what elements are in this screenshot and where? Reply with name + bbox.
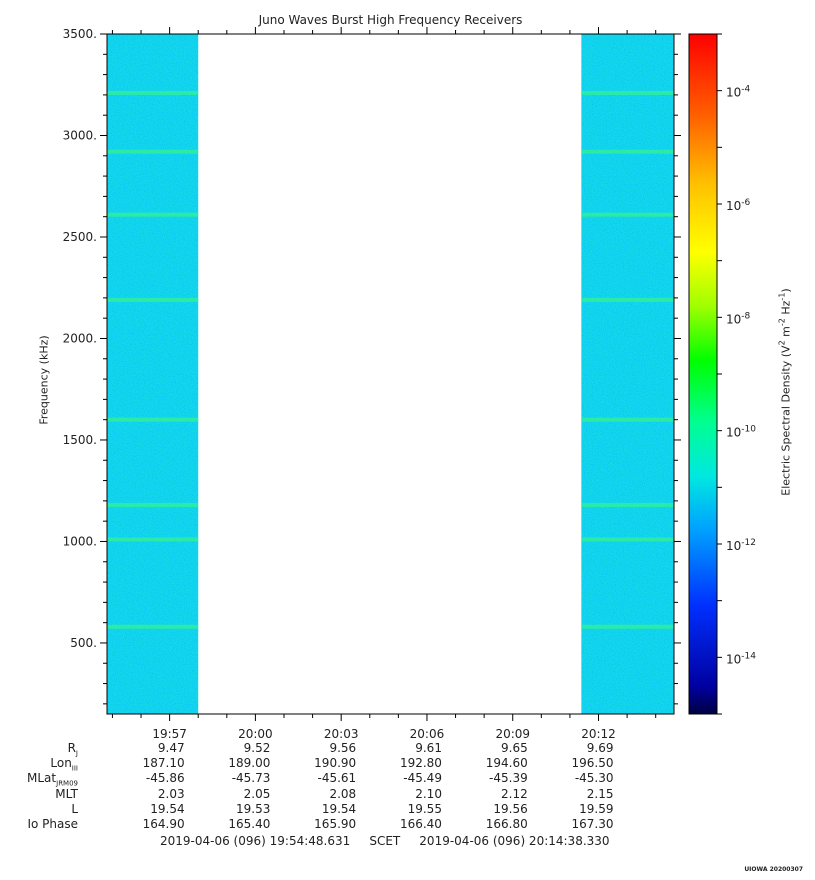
ephemeris-row-label: MLT bbox=[55, 787, 78, 801]
ephemeris-cell: 19.56 bbox=[493, 802, 528, 816]
colorbar-tick-label: 10-12 bbox=[726, 538, 756, 553]
data-block-noise bbox=[581, 34, 674, 714]
emission-line bbox=[581, 297, 674, 302]
ephemeris-cell: 189.00 bbox=[228, 756, 271, 770]
ephemeris-row-label: LonIII bbox=[50, 756, 78, 773]
colorbar-tick-label: 10-10 bbox=[726, 425, 756, 440]
ephemeris-cell: -45.39 bbox=[489, 771, 528, 785]
ephemeris-cell: -45.49 bbox=[403, 771, 442, 785]
emission-line bbox=[581, 502, 674, 507]
emission-line bbox=[107, 149, 199, 154]
ephemeris-cell: 166.40 bbox=[399, 817, 442, 831]
ephemeris-cell: 9.47 bbox=[157, 741, 185, 755]
ephemeris-cell: 2.05 bbox=[243, 787, 271, 801]
colorbar-tick-label: 10-8 bbox=[726, 311, 751, 326]
y-tick-label: 2000. bbox=[63, 331, 97, 345]
ephemeris-cell: 19.59 bbox=[579, 802, 614, 816]
x-tick-label: 20:03 bbox=[324, 727, 359, 741]
emission-line bbox=[107, 537, 199, 542]
ephemeris-cell: 2.10 bbox=[415, 787, 442, 801]
y-tick-label: 1000. bbox=[63, 534, 97, 548]
emission-line bbox=[107, 502, 199, 507]
y-tick-label: 3000. bbox=[63, 128, 97, 142]
y-tick-label: 500. bbox=[70, 636, 97, 650]
chart-title: Juno Waves Burst High Frequency Receiver… bbox=[258, 13, 523, 27]
y-tick-label: 2500. bbox=[63, 230, 97, 244]
emission-line bbox=[581, 537, 674, 542]
x-tick-label: 20:09 bbox=[495, 727, 530, 741]
ephemeris-cell: 166.80 bbox=[485, 817, 528, 831]
ephemeris-cell: 2.08 bbox=[329, 787, 357, 801]
ephemeris-cell: 2.15 bbox=[586, 787, 614, 801]
emission-line bbox=[581, 212, 674, 217]
ephemeris-cell: 167.30 bbox=[571, 817, 614, 831]
emission-line bbox=[107, 90, 199, 95]
ephemeris-cell: 19.54 bbox=[321, 802, 357, 816]
colorbar-tick-label: 10-6 bbox=[726, 198, 751, 213]
x-tick-label: 20:06 bbox=[410, 727, 445, 741]
credit-label: UIOWA 20200307 bbox=[744, 866, 803, 873]
ephemeris-cell: 2.03 bbox=[157, 787, 185, 801]
ephemeris-cell: 19.53 bbox=[236, 802, 271, 816]
ephemeris-row-label: L bbox=[71, 802, 78, 816]
x-tick-label: 20:00 bbox=[238, 727, 273, 741]
ephemeris-cell: 194.60 bbox=[485, 756, 528, 770]
colorbar-gradient bbox=[689, 34, 717, 714]
data-block-1 bbox=[107, 34, 199, 714]
ephemeris-cell: 9.61 bbox=[415, 741, 442, 755]
ephemeris-cell: 9.65 bbox=[501, 741, 528, 755]
ephemeris-cell: 2.12 bbox=[501, 787, 528, 801]
y-tick-label: 1500. bbox=[63, 433, 97, 447]
emission-line bbox=[581, 149, 674, 154]
ephemeris-cell: -45.73 bbox=[231, 771, 271, 785]
emission-line bbox=[107, 212, 199, 217]
emission-line bbox=[581, 417, 674, 422]
colorbar-title: Electric Spectral Density (V2 m-2 Hz-1) bbox=[777, 288, 793, 496]
data-block-noise bbox=[107, 34, 199, 714]
ephemeris-cell: 165.40 bbox=[228, 817, 271, 831]
y-tick-label: 3500. bbox=[63, 27, 97, 41]
emission-line bbox=[107, 624, 199, 629]
ephemeris-row-label: RJ bbox=[67, 741, 78, 758]
ephemeris-cell: -45.30 bbox=[574, 771, 614, 785]
ephemeris-cell: 187.10 bbox=[142, 756, 185, 770]
data-block-2 bbox=[581, 34, 674, 714]
ephemeris-cell: -45.61 bbox=[317, 771, 357, 785]
ephemeris-cell: 9.69 bbox=[586, 741, 614, 755]
ephemeris-cell: 19.54 bbox=[150, 802, 185, 816]
ephemeris-cell: -45.86 bbox=[145, 771, 185, 785]
ephemeris-cell: 190.90 bbox=[314, 756, 357, 770]
ephemeris-cell: 196.50 bbox=[571, 756, 614, 770]
ephemeris-cell: 164.90 bbox=[142, 817, 185, 831]
scet-time-range: 2019-04-06 (096) 19:54:48.631 SCET 2019-… bbox=[160, 834, 610, 848]
ephemeris-cell: 165.90 bbox=[314, 817, 357, 831]
ephemeris-row-label: Io Phase bbox=[27, 817, 78, 831]
emission-line bbox=[581, 90, 674, 95]
emission-line bbox=[107, 297, 199, 302]
ephemeris-cell: 9.52 bbox=[243, 741, 271, 755]
emission-line bbox=[107, 417, 199, 422]
ephemeris-cell: 192.80 bbox=[399, 756, 442, 770]
x-tick-label: 19:57 bbox=[152, 727, 187, 741]
colorbar-tick-label: 10-4 bbox=[726, 85, 751, 100]
ephemeris-cell: 9.56 bbox=[329, 741, 357, 755]
y-axis-title: Frequency (kHz) bbox=[37, 335, 51, 425]
ephemeris-cell: 19.55 bbox=[407, 802, 442, 816]
plot-frame bbox=[106, 33, 675, 715]
x-tick-label: 20:12 bbox=[581, 727, 616, 741]
ephemeris-row-label: MLatJRM09 bbox=[27, 771, 78, 788]
emission-line bbox=[581, 624, 674, 629]
colorbar-tick-label: 10-14 bbox=[726, 651, 756, 666]
